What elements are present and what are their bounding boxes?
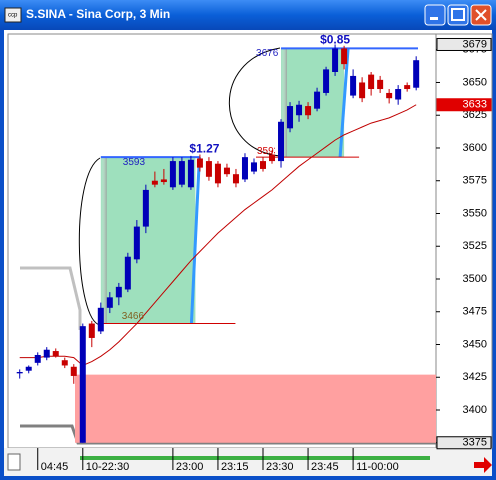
icon-glyph: ccp bbox=[8, 13, 18, 19]
candle-body bbox=[314, 91, 321, 109]
price-marker-label: 3679 bbox=[463, 38, 487, 50]
price-marker-box bbox=[436, 98, 492, 112]
candle-body bbox=[52, 351, 59, 357]
candle-body bbox=[404, 85, 411, 90]
candle-body bbox=[160, 179, 167, 183]
minimize-button[interactable] bbox=[424, 4, 446, 26]
candle-body bbox=[278, 121, 285, 162]
candle-body bbox=[106, 297, 113, 308]
measure-shadow bbox=[100, 157, 107, 324]
x-tick-label: 23:45 bbox=[311, 461, 339, 473]
candle-body bbox=[296, 104, 303, 116]
candle-body bbox=[178, 161, 185, 185]
price-marker-label: 3633 bbox=[463, 99, 487, 111]
candle-body bbox=[142, 189, 149, 227]
time-axis bbox=[4, 448, 492, 476]
candle-body bbox=[34, 354, 41, 363]
candle-body bbox=[223, 167, 230, 175]
measure-arc bbox=[78, 157, 101, 326]
y-tick-label: 3650 bbox=[463, 76, 487, 88]
candle-body bbox=[269, 154, 276, 162]
candle-body bbox=[377, 79, 384, 90]
candle-body bbox=[413, 60, 420, 88]
measure-edge bbox=[338, 48, 350, 158]
y-tick-label: 3525 bbox=[463, 240, 487, 252]
candle-body bbox=[250, 162, 257, 172]
candle-body bbox=[97, 307, 104, 332]
plot-layer bbox=[16, 44, 436, 445]
measure-low-label: 3466 bbox=[122, 311, 145, 322]
candle-body bbox=[124, 256, 131, 290]
measure-label: $0.85 bbox=[320, 33, 350, 47]
y-tick-label: 3575 bbox=[463, 175, 487, 187]
scroll-box[interactable] bbox=[7, 453, 21, 471]
measure-low-label: 3593 bbox=[257, 146, 280, 157]
candle-body bbox=[196, 158, 203, 168]
candle-body bbox=[115, 286, 122, 298]
measure-label: $1.27 bbox=[189, 141, 219, 155]
moving-average bbox=[19, 104, 417, 367]
candle-body bbox=[43, 349, 50, 358]
x-tick-label: 23:15 bbox=[221, 461, 249, 473]
candle-body bbox=[214, 163, 221, 184]
close-glyph bbox=[475, 9, 487, 21]
candle-body bbox=[88, 323, 95, 338]
candle-body bbox=[151, 180, 158, 185]
price-marker-box bbox=[436, 37, 492, 51]
candle-body bbox=[187, 159, 194, 188]
candle-body bbox=[79, 326, 86, 443]
title-bar bbox=[0, 0, 496, 30]
candle-body bbox=[305, 106, 312, 116]
price-zone bbox=[75, 374, 436, 443]
price-marker-label: 3375 bbox=[463, 437, 487, 449]
x-tick-label: 23:00 bbox=[176, 461, 204, 473]
app-icon[interactable] bbox=[4, 7, 22, 23]
scroll-bar[interactable] bbox=[80, 456, 430, 460]
candle-body bbox=[323, 69, 330, 93]
candle-body bbox=[332, 48, 339, 72]
candle-body bbox=[169, 161, 176, 188]
y-tick-label: 3400 bbox=[463, 404, 487, 416]
candle-body bbox=[368, 74, 375, 90]
measure-shadow bbox=[281, 48, 288, 158]
measure-high-label: 3593 bbox=[123, 157, 146, 168]
candle-body bbox=[386, 92, 393, 99]
y-tick-label: 3550 bbox=[463, 207, 487, 219]
y-tick-label: 3600 bbox=[463, 142, 487, 154]
envelope-line bbox=[20, 266, 82, 330]
measure-arc bbox=[228, 47, 281, 157]
candle-body bbox=[232, 174, 239, 184]
candle-body bbox=[350, 75, 357, 96]
candle-body bbox=[61, 360, 68, 366]
scroll-right-arrow[interactable] bbox=[474, 457, 492, 473]
y-tick-label: 3475 bbox=[463, 306, 487, 318]
window-title: S.SINA - Sina Corp, 3 Min bbox=[26, 7, 170, 21]
measure-edge bbox=[189, 157, 201, 324]
y-tick-label: 3450 bbox=[463, 338, 487, 350]
candle-body bbox=[259, 161, 266, 169]
candle-body bbox=[133, 226, 140, 260]
y-tick-label: 3625 bbox=[463, 109, 487, 121]
candle-body bbox=[241, 157, 248, 180]
measure-high-label: 3676 bbox=[256, 48, 279, 59]
candle-body bbox=[287, 106, 294, 129]
price-marker-box bbox=[436, 436, 492, 450]
y-tick-label: 3425 bbox=[463, 371, 487, 383]
candle-body bbox=[16, 372, 23, 374]
x-tick-label: 11-00:00 bbox=[356, 461, 399, 473]
maximize-glyph bbox=[451, 8, 465, 21]
x-tick-label: 23:30 bbox=[266, 461, 294, 473]
candle-body bbox=[25, 366, 32, 371]
candle-body bbox=[359, 82, 366, 99]
candle-body bbox=[70, 366, 77, 376]
candle-body bbox=[395, 89, 402, 100]
x-tick-label: 04:45 bbox=[41, 461, 69, 473]
y-tick-label: 3500 bbox=[463, 273, 487, 285]
window-buttons bbox=[424, 4, 492, 26]
candle-body bbox=[341, 48, 348, 65]
x-tick-label: 10-22:30 bbox=[86, 461, 129, 473]
minimize-glyph bbox=[430, 17, 438, 20]
candle-body bbox=[205, 161, 212, 177]
